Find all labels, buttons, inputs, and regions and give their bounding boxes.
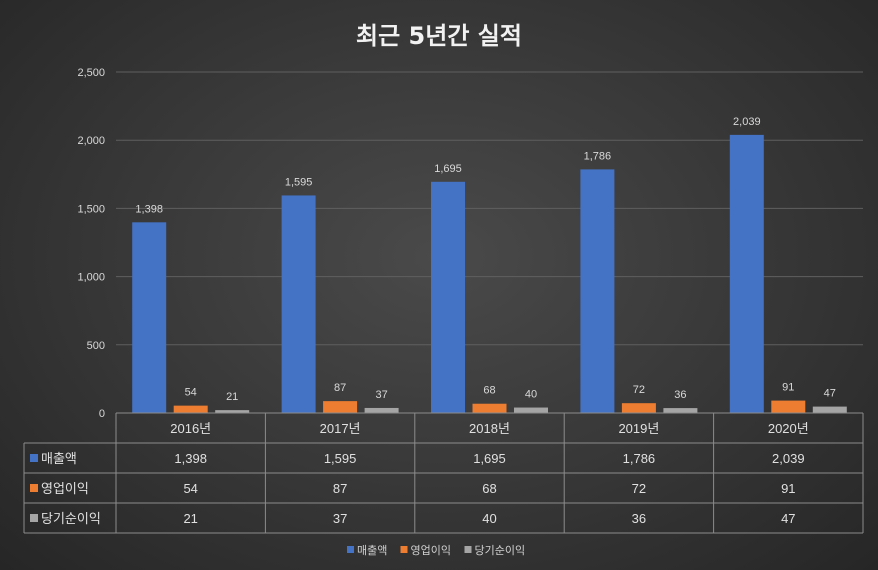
table-cell: 40 [482,511,496,526]
x-tick-label: 2019년 [618,421,659,436]
bar [663,408,698,413]
legend-label: 매출액 [357,544,387,557]
bar [215,410,250,413]
legend-swatch [464,546,472,553]
bar [281,195,316,413]
bar [431,181,465,413]
table-cell: 1,595 [324,451,357,466]
data-label: 2,039 [733,116,761,128]
legend-label: 당기순이익 [475,544,526,557]
bars [132,134,847,413]
bar [472,403,507,413]
data-label: 68 [483,385,495,397]
bar [132,222,167,413]
data-label: 72 [633,384,645,396]
bar [514,407,548,413]
table-cell: 47 [781,511,795,526]
table-cell: 91 [781,481,795,496]
legend-item: 매출액 [347,544,387,557]
table-cell: 36 [632,511,646,526]
table-cell: 87 [333,481,347,496]
legend-key [30,484,38,492]
data-label: 47 [824,388,836,400]
table-cell: 2,039 [772,451,805,466]
y-tick-label: 500 [87,340,105,352]
chart-title: 최근 5년간 실적 [356,22,522,50]
y-tick-label: 2,500 [77,67,105,79]
bar [173,405,208,413]
legend-key [30,454,38,462]
table-cell: 68 [482,481,496,496]
bar [812,406,847,413]
bar [729,134,764,413]
data-label: 91 [782,382,794,394]
y-tick-label: 0 [99,408,105,420]
data-label: 21 [226,391,238,403]
table-row-label: 영업이익 [41,482,89,497]
x-tick-label: 2018년 [469,421,510,436]
legend-swatch [400,546,408,553]
table-row-label: 매출액 [41,452,77,467]
data-label: 1,595 [285,176,313,188]
data-label: 87 [334,382,346,394]
bar [323,401,358,413]
x-tick-label: 2017년 [320,421,361,436]
y-tick-label: 2,000 [77,135,105,147]
legend-label: 영업이익 [411,544,451,557]
bar [771,400,806,413]
table-cell: 1,786 [623,451,656,466]
data-label: 36 [674,389,686,401]
y-axis: 0 500 1,000 1,500 2,000 2,500 [77,67,105,420]
x-tick-label: 2016년 [170,421,211,436]
legend: 매출액 영업이익 당기순이익 [347,544,525,557]
data-label: 54 [185,387,197,399]
table-cell: 37 [333,511,347,526]
legend-swatch [347,546,354,553]
legend-key [30,514,38,522]
legend-item: 당기순이익 [464,544,526,557]
table-cell: 1,695 [473,451,506,466]
bar [621,403,656,413]
x-tick-label: 2020년 [768,421,809,436]
table-cell: 1,398 [174,451,207,466]
data-label: 1,398 [135,203,163,215]
bar [364,407,399,413]
y-tick-label: 1,000 [77,272,105,284]
data-label: 37 [375,389,387,401]
table-row-label: 당기순이익 [41,512,101,527]
data-label: 1,786 [584,150,612,162]
table-cell: 54 [183,481,197,496]
data-label: 1,695 [434,163,462,175]
data-label: 40 [525,389,537,401]
table-cell: 72 [632,481,646,496]
y-tick-label: 1,500 [77,203,105,215]
legend-item: 영업이익 [400,544,451,557]
bar [580,169,615,413]
data-labels: 1,398 54 21 1,595 87 37 1,695 68 40 1,786 72 36 2,03… [135,116,835,403]
table-cell: 21 [183,511,197,526]
